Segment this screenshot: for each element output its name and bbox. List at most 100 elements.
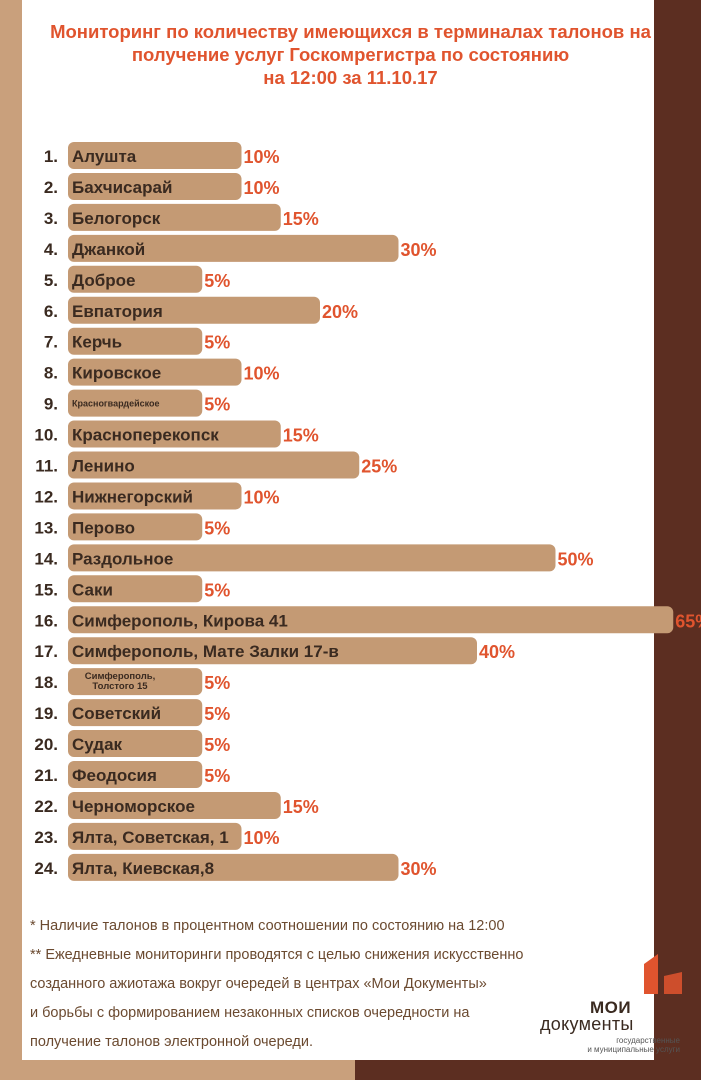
category-label: Алушта bbox=[72, 147, 137, 166]
bar bbox=[68, 234, 399, 262]
category-label: Нижнегорский bbox=[72, 487, 193, 506]
category-label: Ялта, Киевская,8 bbox=[72, 859, 214, 878]
value-label: 5% bbox=[204, 518, 230, 538]
row-number: 15. bbox=[34, 580, 58, 599]
bar bbox=[68, 420, 281, 448]
category-label: Симферополь, Кирова 41 bbox=[72, 611, 288, 630]
bar bbox=[68, 730, 203, 758]
category-label: Бахчисарай bbox=[72, 178, 172, 197]
logo-word-moi: МОИ bbox=[590, 998, 632, 1017]
value-label: 5% bbox=[204, 704, 230, 724]
row-number: 22. bbox=[34, 797, 58, 816]
bar bbox=[68, 637, 477, 665]
row-number: 18. bbox=[34, 673, 58, 692]
bar bbox=[68, 358, 242, 386]
category-label: Ленино bbox=[72, 457, 135, 476]
value-label: 50% bbox=[558, 549, 594, 569]
bar bbox=[68, 451, 360, 479]
row-number: 21. bbox=[34, 766, 58, 785]
footnote-1: * Наличие талонов в процентном соотношен… bbox=[30, 918, 505, 934]
bar bbox=[68, 822, 242, 850]
bar bbox=[68, 853, 399, 881]
logo-subtitle: государственные и муниципальные услуги bbox=[568, 1036, 680, 1054]
bar bbox=[68, 699, 203, 727]
category-label: Судак bbox=[72, 735, 123, 754]
category-label: Красногвардейское bbox=[72, 399, 160, 409]
bar bbox=[68, 389, 203, 417]
category-label: Раздольное bbox=[72, 549, 173, 568]
bar bbox=[68, 606, 674, 634]
title-line-2: получение услуг Госкомрегистра по состоя… bbox=[131, 44, 570, 65]
value-label: 15% bbox=[283, 209, 319, 229]
bar bbox=[68, 203, 281, 231]
row-number: 19. bbox=[34, 704, 58, 723]
category-label: Феодосия bbox=[72, 766, 157, 785]
bar bbox=[68, 575, 203, 603]
logo-word-dokumenty: документы bbox=[540, 1014, 634, 1034]
bar bbox=[68, 544, 556, 572]
bar bbox=[68, 327, 203, 355]
left-border-stripe bbox=[0, 0, 22, 1080]
category-label: Кировское bbox=[72, 364, 161, 383]
right-border-stripe bbox=[654, 0, 701, 1080]
value-label: 5% bbox=[204, 271, 230, 291]
category-label: Красноперекопск bbox=[72, 426, 219, 445]
row-number: 13. bbox=[34, 518, 58, 537]
category-label: Белогорск bbox=[72, 209, 161, 228]
value-label: 5% bbox=[204, 766, 230, 786]
title-line-1: Мониторинг по количеству имеющихся в тер… bbox=[50, 21, 651, 42]
value-label: 5% bbox=[204, 735, 230, 755]
value-label: 10% bbox=[244, 364, 280, 384]
bar bbox=[68, 791, 281, 819]
row-number: 7. bbox=[44, 333, 58, 352]
value-label: 15% bbox=[283, 426, 319, 446]
value-label: 30% bbox=[401, 859, 437, 879]
value-label: 5% bbox=[204, 580, 230, 600]
title-line-3: на 12:00 за 11.10.17 bbox=[263, 67, 438, 88]
moi-dokumenty-logo: МОИ документы государственные и муниципа… bbox=[540, 950, 682, 1054]
row-number: 3. bbox=[44, 209, 58, 228]
value-label: 10% bbox=[244, 147, 280, 167]
row-number: 5. bbox=[44, 271, 58, 290]
value-label: 20% bbox=[322, 302, 358, 322]
row-number: 24. bbox=[34, 859, 58, 878]
row-number: 17. bbox=[34, 642, 58, 661]
category-label: Симферополь, bbox=[85, 671, 156, 682]
row-number: 20. bbox=[34, 735, 58, 754]
value-label: 15% bbox=[283, 797, 319, 817]
value-label: 10% bbox=[244, 178, 280, 198]
bar bbox=[68, 761, 203, 788]
value-label: 5% bbox=[204, 395, 230, 415]
row-number: 11. bbox=[35, 457, 58, 476]
row-number: 16. bbox=[34, 611, 58, 630]
footnote-2-line-2: созданного ажиотажа вокруг очередей в це… bbox=[30, 976, 487, 992]
row-number: 12. bbox=[34, 487, 58, 506]
row-number: 2. bbox=[44, 178, 58, 197]
category-label: Евпатория bbox=[72, 302, 163, 321]
category-label: Саки bbox=[72, 580, 113, 599]
row-number: 4. bbox=[44, 240, 58, 259]
row-number: 6. bbox=[44, 302, 58, 321]
value-label: 10% bbox=[244, 487, 280, 507]
value-label: 5% bbox=[204, 333, 230, 353]
bar bbox=[68, 668, 203, 696]
footnote-2-line-1: ** Ежедневные мониторинги проводятся с ц… bbox=[30, 947, 524, 963]
bottom-band-right bbox=[355, 1060, 701, 1080]
category-label: Симферополь, Мате Залки 17-в bbox=[72, 642, 339, 661]
logo-subtitle-line-2: и муниципальные услуги bbox=[587, 1045, 680, 1054]
footnote-2-line-3: и борьбы с формированием незаконных спис… bbox=[30, 1005, 470, 1021]
row-number: 14. bbox=[34, 549, 58, 568]
value-label: 25% bbox=[361, 457, 397, 477]
bar bbox=[68, 482, 242, 510]
value-label: 30% bbox=[401, 240, 437, 260]
row-number: 1. bbox=[44, 147, 58, 166]
footnote-2-line-4: получение талонов электронной очереди. bbox=[30, 1034, 314, 1050]
bar bbox=[68, 513, 203, 541]
category-label: Черноморское bbox=[72, 797, 195, 816]
row-number: 10. bbox=[34, 426, 58, 445]
row-number: 9. bbox=[44, 395, 58, 414]
row-number: 23. bbox=[34, 828, 58, 847]
category-label: Перово bbox=[72, 518, 135, 537]
category-label: Доброе bbox=[72, 271, 135, 290]
bottom-band-left bbox=[0, 1060, 355, 1080]
